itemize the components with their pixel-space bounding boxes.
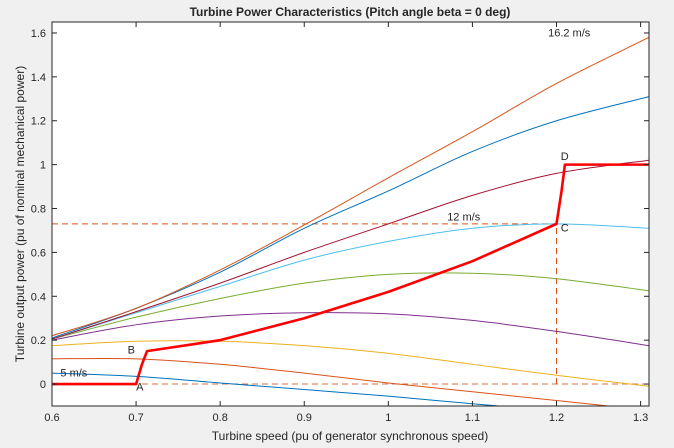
x-tick-label: 1.1 (465, 412, 480, 424)
reference-lines (52, 223, 649, 385)
y-tick-label: 0.2 (31, 335, 46, 347)
annotation-label: 16.2 m/s (548, 27, 591, 39)
power-curve-9 (52, 36, 649, 337)
x-tick-label: 1.2 (549, 412, 564, 424)
axis-ticks: 0.6 0.7 0.8 0.9 1 1.1 1.2 1.3 0 0.2 0.4 0.6 0.8 1 1.2 1… (31, 22, 649, 424)
x-tick-label: 0.8 (213, 412, 228, 424)
x-axis-label: Turbine speed (pu of generator synchrono… (212, 429, 488, 443)
y-tick-label: 1.4 (31, 72, 46, 84)
annotations: 16.2 m/s 12 m/s 5 m/s A B C D (60, 27, 590, 393)
y-axis-label: Turbine output power (pu of nominal mech… (13, 66, 27, 362)
x-tick-label: 0.9 (297, 412, 312, 424)
power-curve-4 (52, 312, 649, 347)
x-tick-label: 1.3 (633, 412, 648, 424)
annotation-label: C (561, 223, 569, 235)
plot-area (52, 22, 649, 406)
chart-title: Turbine Power Characteristics (Pitch ang… (190, 5, 511, 19)
annotation-label: D (561, 151, 569, 163)
x-tick-label: 1 (385, 412, 391, 424)
y-tick-label: 0 (40, 379, 46, 391)
y-tick-label: 1.6 (31, 28, 46, 40)
y-tick-label: 0.4 (31, 291, 46, 303)
y-tick-label: 1.2 (31, 116, 46, 128)
annotation-label: A (136, 382, 144, 394)
y-tick-label: 0.8 (31, 204, 46, 216)
power-curve-3 (52, 340, 649, 387)
annotation-label: 5 m/s (60, 367, 87, 379)
x-tick-label: 0.6 (44, 412, 59, 424)
x-tick-label: 0.7 (128, 412, 143, 424)
y-tick-label: 0.6 (31, 247, 46, 259)
power-curve-7 (52, 159, 649, 340)
power-curve-5 (52, 272, 649, 340)
power-curve-6 (52, 223, 649, 340)
annotation-label: B (128, 344, 135, 356)
operating-curve (52, 163, 649, 386)
annotation-label: 12 m/s (447, 212, 481, 224)
power-curve-1 (52, 372, 506, 406)
y-tick-label: 1 (40, 160, 46, 172)
series-lines (52, 36, 649, 406)
axes-box (51, 21, 650, 407)
